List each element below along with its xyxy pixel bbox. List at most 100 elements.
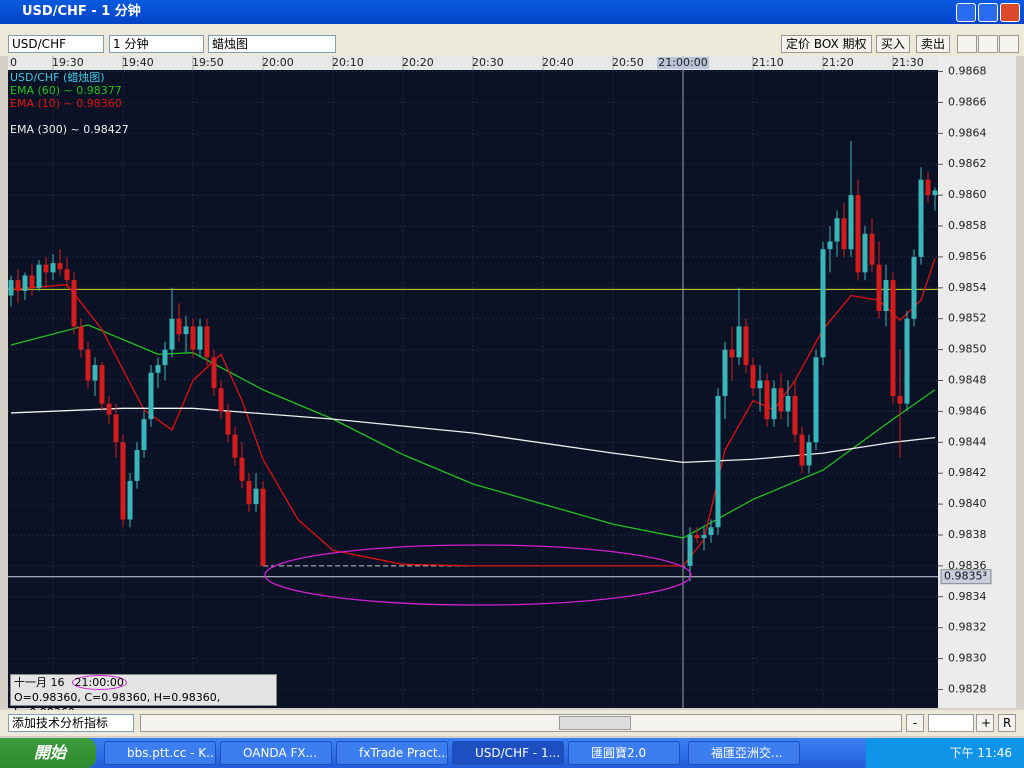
- tool-icon[interactable]: [999, 35, 1019, 53]
- y-tick-label: 0.9848: [948, 374, 987, 387]
- annotation-ellipse: [264, 544, 692, 606]
- candle-body: [190, 326, 196, 350]
- task-button[interactable]: 匯圓寶2.0: [568, 741, 680, 765]
- y-tick-label: 0.9852: [948, 312, 987, 325]
- candle-body: [701, 534, 707, 539]
- zoom-slider[interactable]: [928, 714, 974, 732]
- candle-body: [204, 326, 210, 358]
- candle-body: [176, 318, 182, 335]
- zoom-out[interactable]: -: [906, 714, 924, 732]
- x-tick-label: 20:20: [402, 56, 434, 69]
- candle-body: [778, 388, 784, 412]
- chart-style-select[interactable]: 蜡烛图: [208, 35, 336, 53]
- candle-body: [764, 380, 770, 420]
- scrollbar[interactable]: [140, 714, 902, 732]
- y-tick-label: 0.9854: [948, 281, 987, 294]
- info-date: 十一月 16: [14, 676, 65, 689]
- close-button[interactable]: [1000, 3, 1020, 22]
- y-tick-label: 0.9850: [948, 343, 987, 356]
- candle-body: [148, 372, 154, 420]
- candle-body: [876, 264, 882, 311]
- y-tick-label: 0.9830: [948, 652, 987, 665]
- info-box: 十一月 16 21:00:00 O=0.98360, C=0.98360, H=…: [10, 674, 277, 719]
- tool-icon[interactable]: [957, 35, 977, 53]
- candle-body: [141, 419, 147, 451]
- candle-body: [932, 190, 938, 196]
- zoom-in[interactable]: +: [976, 714, 994, 732]
- candle-body: [848, 195, 854, 250]
- price-label-box: [940, 569, 992, 585]
- x-tick-label: 19:40: [122, 56, 154, 69]
- candle-body: [50, 263, 56, 273]
- candle-body: [925, 179, 931, 196]
- minimize-button[interactable]: [956, 3, 976, 22]
- scroll-thumb[interactable]: [559, 716, 631, 730]
- candle-body: [911, 256, 917, 319]
- interval-select[interactable]: 1 分钟: [109, 35, 204, 53]
- window-title: USD/CHF - 1 分钟: [0, 0, 1024, 24]
- task-button[interactable]: 福匯亞洲交...: [688, 741, 800, 765]
- candle-body: [113, 414, 119, 443]
- candle-body: [687, 534, 693, 566]
- tool-icon[interactable]: [978, 35, 998, 53]
- indicator-select[interactable]: 添加技术分析指标: [8, 714, 134, 732]
- y-tick-label: 0.9840: [948, 497, 987, 510]
- candle-body: [757, 380, 763, 389]
- candle-body: [729, 349, 735, 358]
- candle-body: [869, 233, 875, 265]
- task-button[interactable]: USD/CHF - 1...: [452, 741, 564, 765]
- candle-body: [890, 280, 896, 396]
- info-datetime: 十一月 16 21:00:00: [14, 675, 276, 690]
- candle-body: [820, 249, 826, 358]
- candle-body: [715, 395, 721, 528]
- legend-entry: EMA (60) ~ 0.98377: [10, 84, 122, 97]
- toolbar-button[interactable]: 定价 BOX 期权: [781, 35, 872, 53]
- candle-body: [57, 263, 63, 270]
- candle-body: [169, 318, 175, 350]
- start-button[interactable]: 開始: [0, 738, 96, 768]
- x-tick-label: 20:40: [542, 56, 574, 69]
- y-tick-label: 0.9862: [948, 157, 987, 170]
- candle-body: [211, 357, 217, 389]
- candle-body: [218, 388, 224, 412]
- candle-body: [708, 527, 714, 535]
- candle-body: [71, 280, 77, 327]
- ema-line: [10, 324, 936, 539]
- task-button[interactable]: fxTrade Pract...: [336, 741, 448, 765]
- y-tick-label: 0.9844: [948, 435, 987, 448]
- candle-body: [722, 349, 728, 396]
- candle-body: [162, 349, 168, 366]
- candle-body: [29, 275, 35, 288]
- candle-body: [743, 326, 749, 366]
- instrument-select[interactable]: USD/CHF: [8, 35, 104, 53]
- reset-button[interactable]: R: [998, 714, 1016, 732]
- clock: 下午 11:46: [866, 738, 1024, 768]
- candle-body: [834, 218, 840, 242]
- x-tick-label: 20:30: [472, 56, 504, 69]
- y-tick-label: 0.9842: [948, 466, 987, 479]
- task-button[interactable]: bbs.ptt.cc - K...: [104, 741, 216, 765]
- candle-body: [813, 357, 819, 443]
- maximize-button[interactable]: [978, 3, 998, 22]
- legend-entry: EMA (300) ~ 0.98427: [10, 123, 129, 136]
- candle-body: [99, 365, 105, 404]
- task-button[interactable]: OANDA FX...: [220, 741, 332, 765]
- price-label: 0.9835³: [944, 570, 987, 583]
- candle-body: [43, 264, 49, 273]
- candle-body: [225, 411, 231, 435]
- candle-body: [883, 280, 889, 311]
- candle-body: [827, 241, 833, 250]
- candle-body: [155, 365, 161, 373]
- candle-body: [120, 442, 126, 520]
- y-tick-label: 0.9828: [948, 682, 987, 695]
- toolbar-button[interactable]: 卖出: [916, 35, 951, 53]
- plot-area: [8, 70, 938, 708]
- candle-body: [253, 488, 259, 505]
- toolbar-button[interactable]: 买入: [876, 35, 911, 53]
- candle-body: [806, 442, 812, 466]
- x-tick-label: 20:50: [612, 56, 644, 69]
- x-tick-label: 21:30: [892, 56, 924, 69]
- y-tick-label: 0.9834: [948, 590, 987, 603]
- candle-body: [183, 326, 189, 335]
- x-tick-label: 19:50: [192, 56, 224, 69]
